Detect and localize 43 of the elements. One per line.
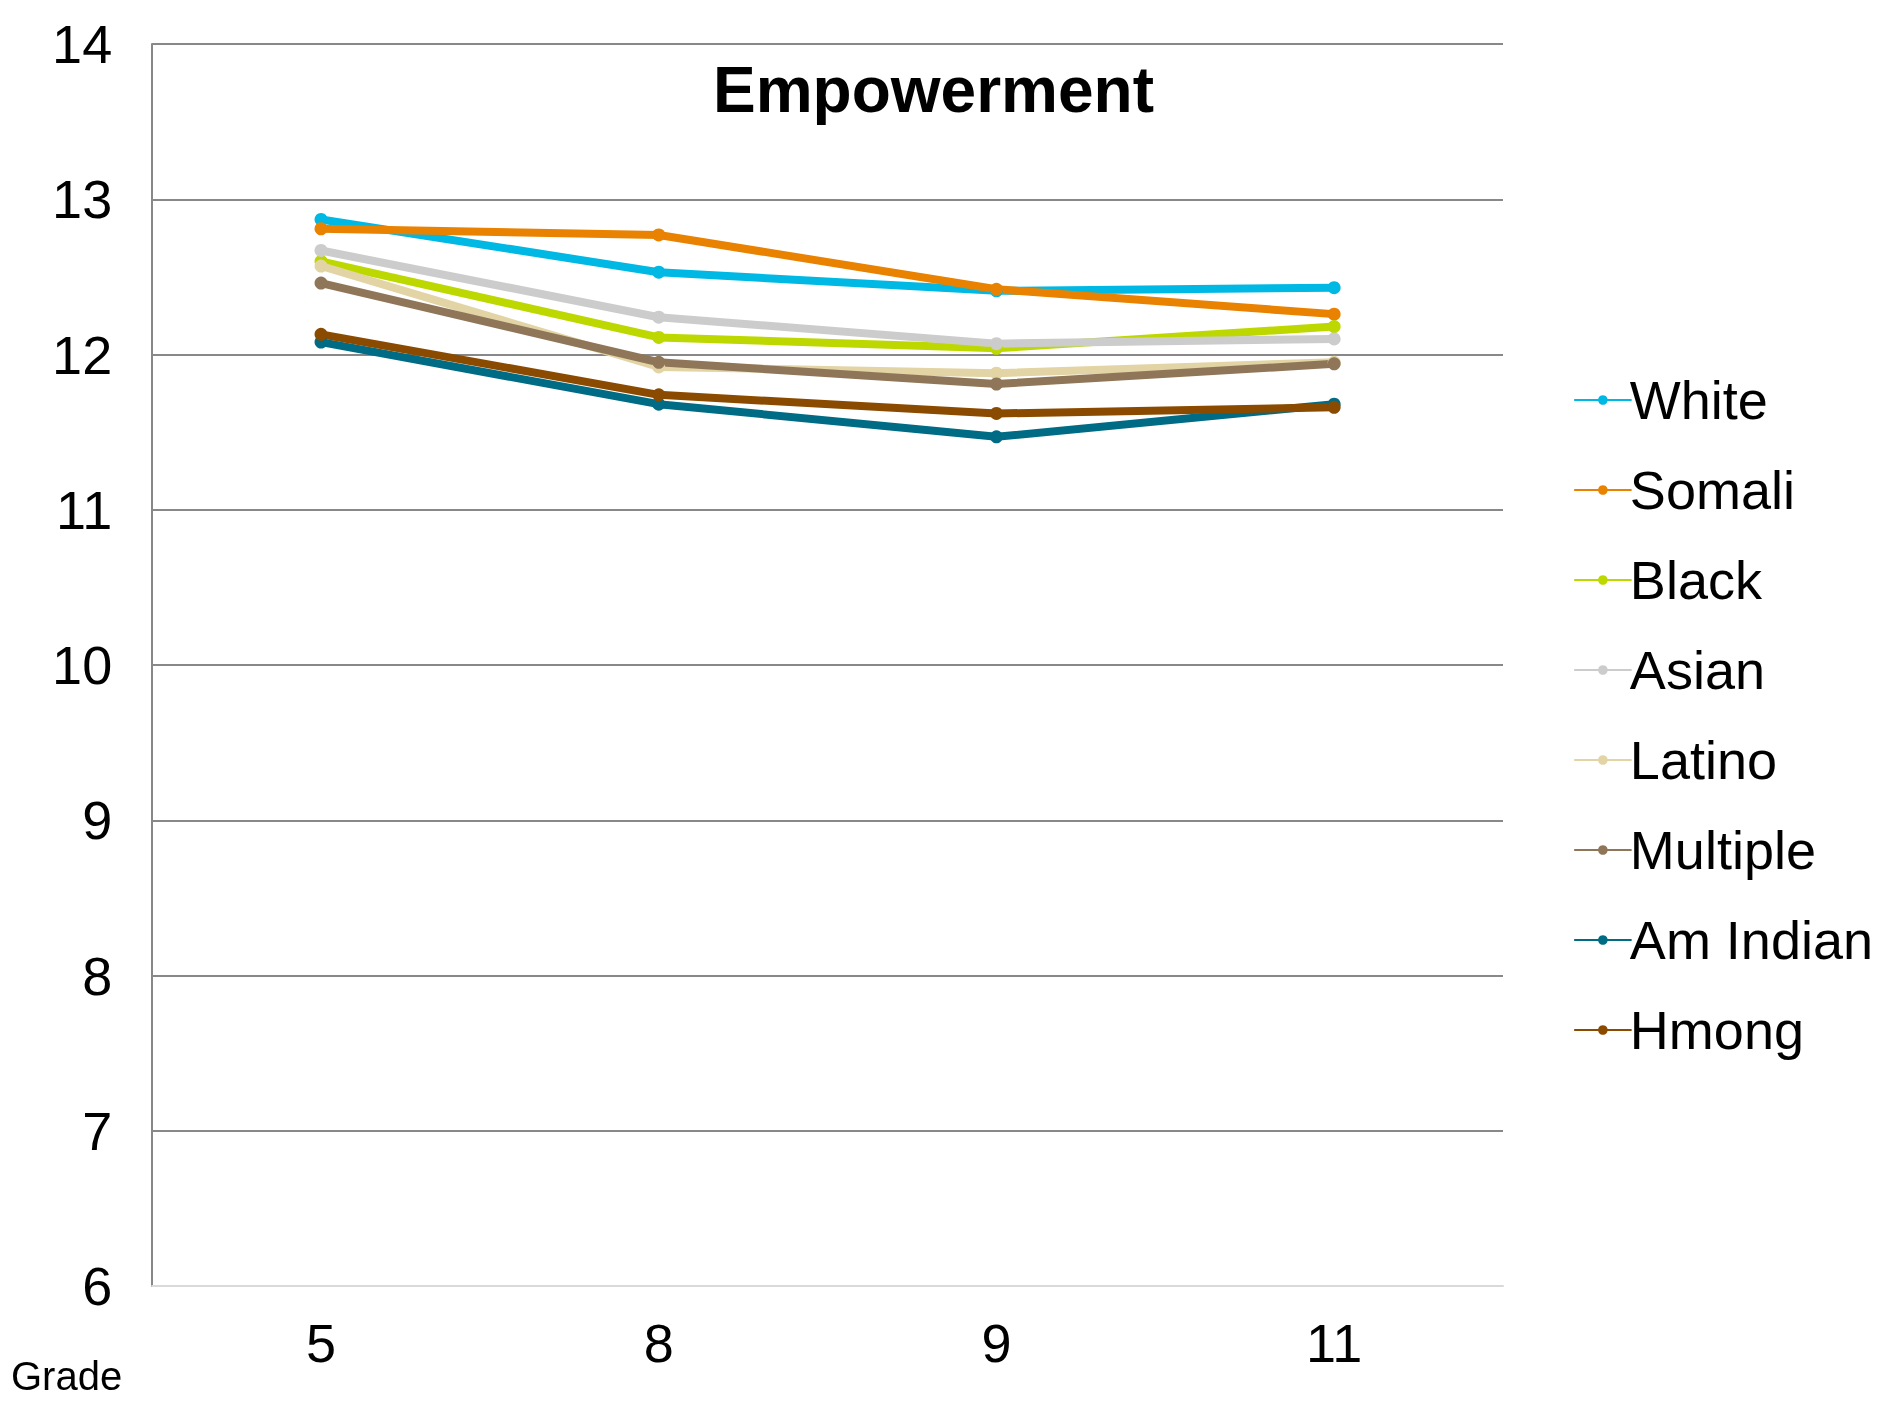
y-tick-label: 13 [52,169,113,230]
y-tick-label: 6 [82,1256,113,1316]
point [652,355,666,369]
point [989,337,1003,351]
y-tick-label: 10 [52,635,113,695]
point [314,222,328,236]
legend-label: White [1629,370,1768,430]
legend-label: Multiple [1629,820,1816,880]
point [652,265,666,279]
point [1327,281,1341,295]
y-tick-label: 8 [82,945,113,1006]
point [1327,320,1341,334]
point [989,366,1003,380]
legend-label: Hmong [1629,1000,1804,1060]
x-tick-label: 8 [643,1313,674,1373]
point [989,377,1003,391]
y-tick-label: 7 [82,1100,113,1161]
legend-label: Somali [1629,460,1795,520]
x-tick-label: 11 [1306,1313,1363,1373]
point [1327,307,1341,321]
chart-title: Empowerment [713,54,1154,126]
point [314,327,328,341]
y-tick-label: 12 [52,324,113,385]
point [314,259,328,273]
point [652,388,666,402]
point [652,228,666,242]
legend-label: Black [1629,550,1763,610]
point [652,310,666,324]
point [989,407,1003,420]
x-tick-label: 9 [981,1313,1012,1373]
y-tick-label: 14 [52,14,113,74]
legend-label: Asian [1629,640,1765,700]
point [989,430,1003,444]
point [652,330,666,344]
y-tick-label: 9 [82,790,113,851]
point [1327,332,1341,346]
x-tick-label: 5 [306,1313,337,1373]
point [314,243,328,257]
point [314,276,328,290]
legend-label: Am Indian [1629,910,1874,970]
legend-label: Latino [1629,730,1778,790]
x-axis-title: Grade [11,1354,123,1398]
y-tick-label: 11 [56,479,113,540]
